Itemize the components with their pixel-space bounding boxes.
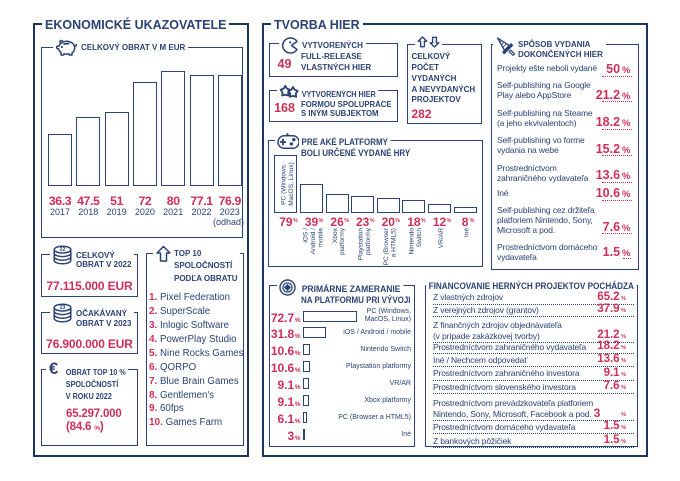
svg-text:Xbox: Xbox xyxy=(332,227,339,243)
svg-text:Nintendo: Nintendo xyxy=(409,228,416,255)
svg-text:a HTML5): a HTML5) xyxy=(390,228,397,257)
svg-text:mobile: mobile xyxy=(317,228,324,248)
svg-text:23: 23 xyxy=(60,305,66,311)
svg-text:platformy: platformy xyxy=(365,227,372,255)
svg-text:Android /: Android / xyxy=(310,228,317,255)
svg-text:Iné: Iné xyxy=(464,228,471,237)
svg-text:PC (Browser: PC (Browser xyxy=(383,227,390,265)
svg-text:VR/AR: VR/AR xyxy=(438,228,445,248)
svg-text:Switch: Switch xyxy=(416,228,423,248)
svg-text:Playstation: Playstation xyxy=(357,228,364,261)
svg-text:MacOS, Linux): MacOS, Linux) xyxy=(288,162,295,206)
svg-text:iOS /: iOS / xyxy=(302,228,309,243)
svg-text:platformy: platformy xyxy=(339,227,346,255)
svg-text:PC (Windows,: PC (Windows, xyxy=(281,163,288,205)
svg-text:22: 22 xyxy=(60,247,66,253)
